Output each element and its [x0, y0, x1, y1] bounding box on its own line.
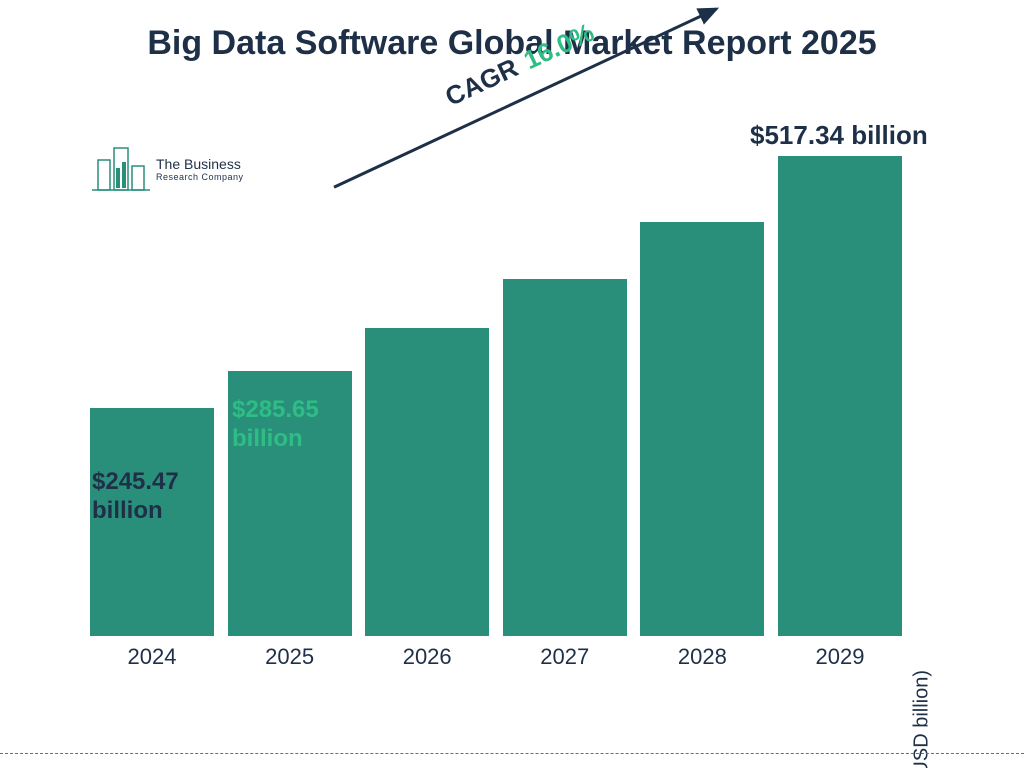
page-root: Big Data Software Global Market Report 2… — [0, 0, 1024, 768]
bar — [365, 328, 489, 636]
value-label-amount: $245.47 — [92, 468, 179, 497]
value-label-amount: $285.65 — [232, 396, 319, 425]
baseline-divider — [0, 753, 1024, 754]
bar — [778, 156, 902, 636]
value-label-unit: billion — [232, 425, 319, 454]
x-axis-label: 2026 — [403, 644, 452, 670]
bars-container: 2024 2025 2026 2027 2028 2029 — [90, 150, 902, 670]
value-label-2029: $517.34 billion — [750, 120, 928, 151]
bar — [640, 222, 764, 636]
x-axis-label: 2028 — [678, 644, 727, 670]
x-axis-label: 2024 — [128, 644, 177, 670]
bar-slot: 2024 — [90, 408, 214, 670]
bar — [503, 279, 627, 636]
bar-chart: 202420252026202720282029 Market Size (in… — [90, 150, 950, 710]
bar-slot: 2027 — [503, 279, 627, 670]
x-axis-label: 2027 — [540, 644, 589, 670]
bar-slot: 2029 — [778, 156, 902, 670]
value-label-unit: billion — [92, 497, 179, 526]
bar-slot: 2026 — [365, 328, 489, 670]
x-axis-label: 2029 — [815, 644, 864, 670]
x-axis-label: 2025 — [265, 644, 314, 670]
value-label-amount: $517.34 billion — [750, 120, 928, 151]
bar-slot: 2028 — [640, 222, 764, 670]
value-label-2025: $285.65 billion — [232, 396, 319, 454]
value-label-2024: $245.47 billion — [92, 468, 179, 526]
